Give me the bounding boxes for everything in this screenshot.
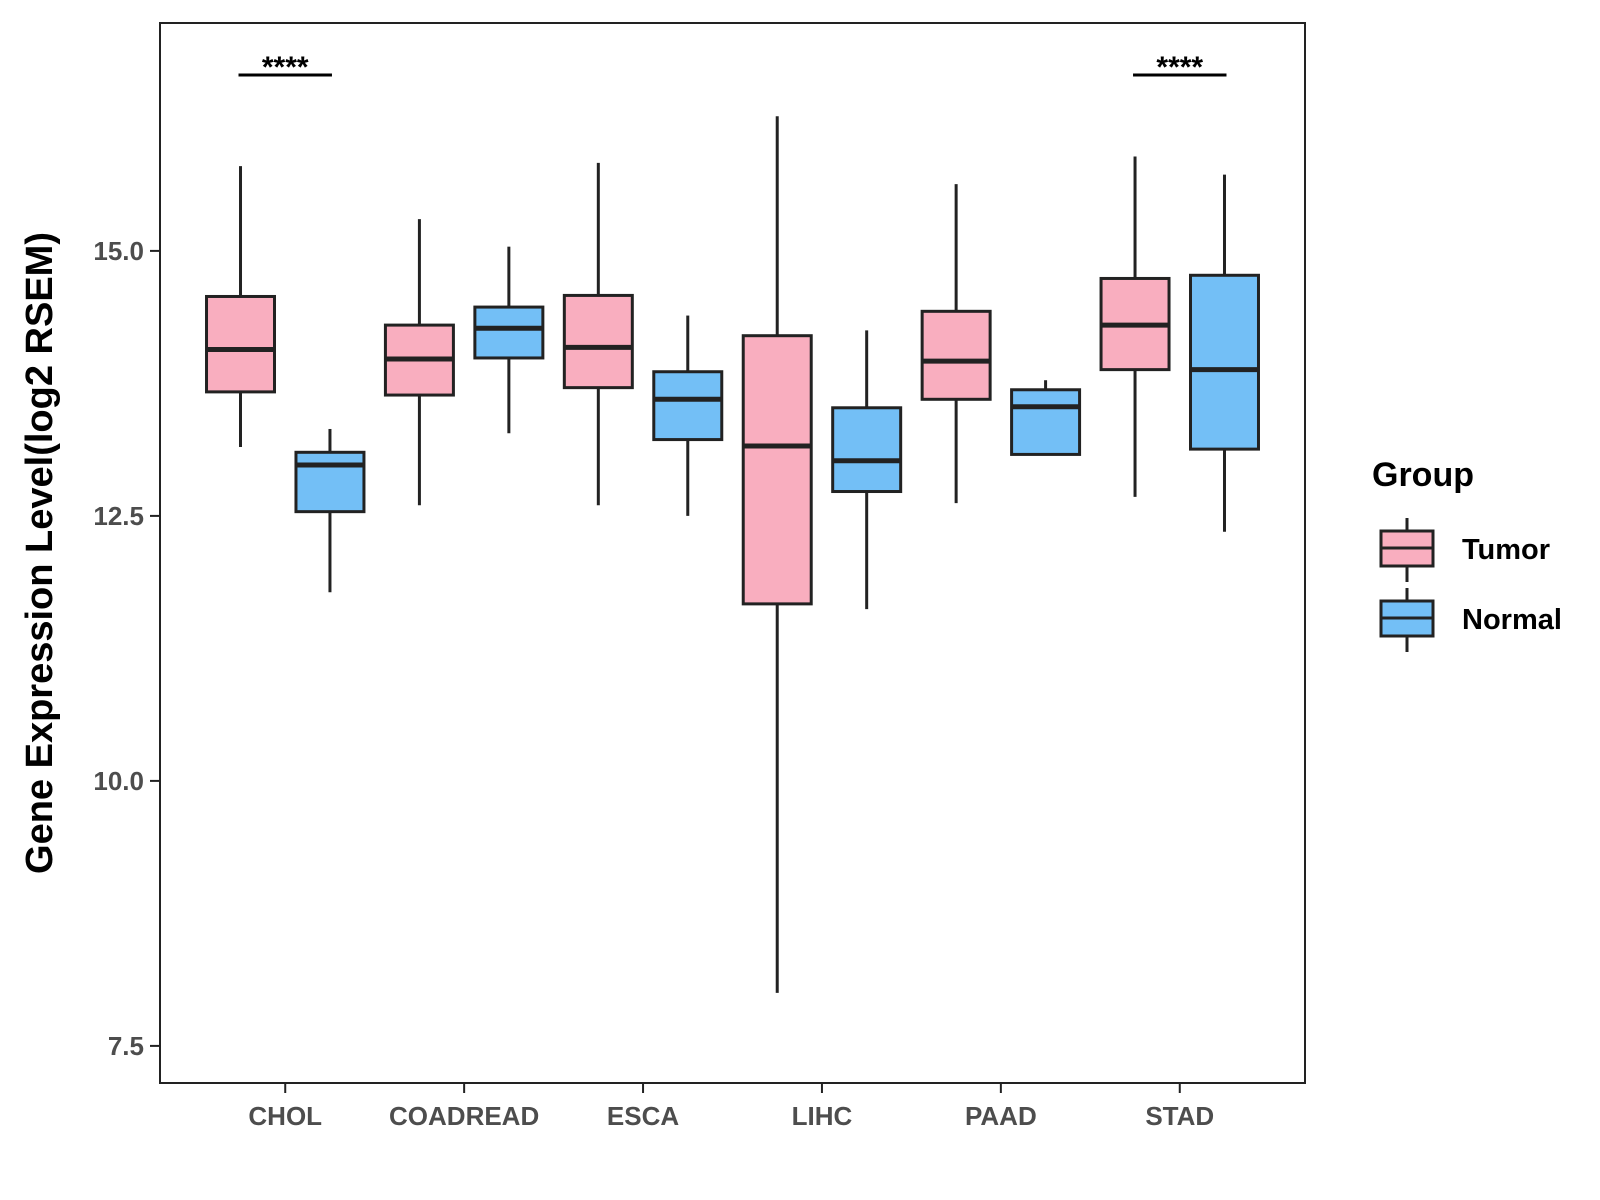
significance-chol: **** [238,51,332,84]
x-tick-label: PAAD [965,1101,1037,1131]
box-normal-coadread [473,246,545,434]
box-tumor-coadread [383,219,455,506]
legend-key-normal [1379,588,1435,652]
significance-stad: **** [1133,51,1227,84]
box-tumor-stad [1099,156,1171,497]
box-body [1010,388,1082,456]
x-tick-label: STAD [1145,1101,1214,1131]
y-axis: 7.5 10.0 12.5 15.0 [93,236,160,1061]
legend-label-normal: Normal [1462,604,1562,636]
x-tick-label: LIHC [792,1101,853,1131]
box-body [294,450,366,514]
x-tick-label: COADREAD [389,1101,539,1131]
y-tick-label: 7.5 [108,1031,144,1061]
legend-title: Group [1372,456,1474,494]
box-body [741,334,813,606]
x-axis: CHOL COADREAD ESCA LIHC PAAD STAD [248,1083,1214,1131]
y-tick-label: 15.0 [93,236,144,266]
box-tumor-esca [562,162,634,506]
boxes-layer [205,116,1260,993]
box-normal-lihc [831,330,903,610]
box-body [1189,273,1260,451]
x-tick-label: ESCA [607,1101,679,1131]
box-normal-paad [1010,380,1082,456]
box-tumor-paad [920,184,992,504]
significance-annotations: **** **** [238,51,1227,84]
box-body [920,309,992,401]
y-axis-title: Gene Expression Level(log2 RSEM) [19,232,61,874]
box-tumor-chol [205,166,276,447]
legend-key-tumor [1379,518,1435,582]
significance-label: **** [1156,51,1203,84]
box-normal-stad [1189,174,1260,532]
box-body [652,370,724,442]
plot-panel [159,22,1306,1084]
significance-label: **** [262,51,309,84]
box-normal-esca [652,315,724,516]
box-body [562,293,634,390]
box-body [205,294,276,394]
y-tick-label: 12.5 [93,501,144,531]
legend: Group Tumor Normal [1372,456,1562,652]
y-tick-label: 10.0 [93,766,144,796]
box-tumor-lihc [741,116,813,993]
legend-label-tumor: Tumor [1462,534,1550,566]
box-body [831,406,903,494]
box-body [473,305,545,360]
x-tick-label: CHOL [248,1101,322,1131]
box-normal-chol [294,428,366,593]
